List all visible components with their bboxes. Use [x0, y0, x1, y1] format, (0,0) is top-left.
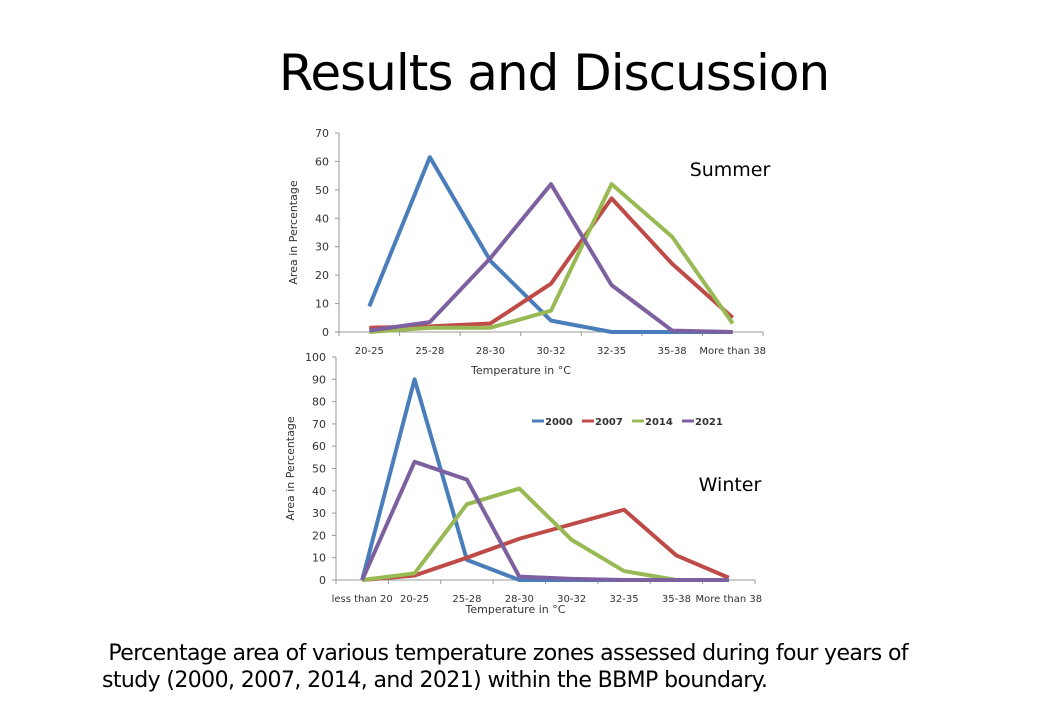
chart-summer-x-axis-label: Temperature in °C — [470, 364, 571, 377]
chart-winter-x-axis-label: Temperature in °C — [465, 603, 566, 616]
chart-summer-x-tick-label: 25-28 — [415, 346, 444, 357]
chart-summer-y-tick-label: 30 — [315, 241, 329, 254]
chart-winter-series-2014-line — [361, 486, 729, 582]
chart-summer-y-tick-label: 10 — [315, 298, 329, 311]
chart-winter-series-2021-line — [360, 459, 729, 582]
chart-winter-legend-label-2014: 2014 — [645, 417, 673, 428]
figure-caption: Percentage area of various temperature z… — [102, 640, 909, 694]
chart-winter-y-tick-label: 90 — [312, 373, 326, 386]
chart-summer-x-tick-label: 20-25 — [355, 346, 384, 357]
chart-winter-x-tick-label: 32-35 — [610, 594, 639, 605]
chart-summer-x-tick-label: 28-30 — [476, 346, 505, 357]
chart-summer-y-tick-label: 60 — [315, 155, 329, 168]
chart-summer-y-tick-label: 0 — [322, 326, 329, 339]
chart-winter-y-tick-label: 50 — [312, 463, 326, 476]
chart-summer-x-tick-label: 32-35 — [597, 346, 626, 357]
chart-winter-y-tick-label: 60 — [312, 440, 326, 453]
chart-winter-y-tick-label: 100 — [305, 351, 326, 364]
chart-winter-x-tick-label: More than 38 — [696, 594, 763, 605]
chart-winter-title: Winter — [699, 474, 762, 496]
chart-summer-title: Summer — [690, 159, 771, 181]
chart-winter-y-tick-label: 10 — [312, 552, 326, 565]
chart-summer-series-2014-line — [369, 182, 735, 334]
chart-summer-x-tick-label: 30-32 — [536, 346, 565, 357]
chart-winter-series-2000-line — [360, 377, 729, 582]
chart-summer-x-tick-label: 35-38 — [658, 346, 687, 357]
chart-winter-x-tick-label: 30-32 — [557, 594, 586, 605]
chart-winter-x-tick-label: 28-30 — [505, 594, 534, 605]
chart-summer-y-tick-label: 50 — [315, 184, 329, 197]
chart-summer-y-tick-label: 70 — [315, 127, 329, 140]
chart-winter-y-tick-label: 30 — [312, 507, 326, 520]
chart-winter-legend-label-2021: 2021 — [695, 417, 723, 428]
chart-winter-x-tick-label: 35-38 — [662, 594, 691, 605]
chart-winter-y-tick-label: 80 — [312, 396, 326, 409]
chart-winter-y-tick-label: 70 — [312, 418, 326, 431]
chart-winter-legend-label-2007: 2007 — [595, 417, 623, 428]
slide-title: Results and Discussion — [278, 44, 830, 102]
chart-winter-x-tick-label: 20-25 — [400, 594, 429, 605]
chart-summer-y-tick-label: 20 — [315, 269, 329, 282]
chart-summer-series-2021-line — [369, 182, 733, 334]
chart-winter-x-tick-label: less than 20 — [332, 594, 393, 605]
chart-summer-y-tick-label: 40 — [315, 212, 329, 225]
chart-winter-series-2007-line — [362, 507, 730, 582]
chart-winter-y-tick-label: 0 — [319, 574, 326, 587]
caption-line-2: study (2000, 2007, 2014, and 2021) withi… — [102, 668, 768, 693]
chart-summer-x-tick-label: More than 38 — [699, 346, 766, 357]
chart-winter-legend-label-2000: 2000 — [545, 417, 573, 428]
chart-winter-y-axis-label: Area in Percentage — [284, 416, 297, 520]
chart-winter-x-tick-label: 25-28 — [452, 594, 481, 605]
chart-summer-y-axis-label: Area in Percentage — [287, 180, 300, 284]
chart-winter-y-tick-label: 20 — [312, 529, 326, 542]
chart-winter-y-tick-label: 40 — [312, 485, 326, 498]
caption-line-1: Percentage area of various temperature z… — [102, 641, 908, 666]
